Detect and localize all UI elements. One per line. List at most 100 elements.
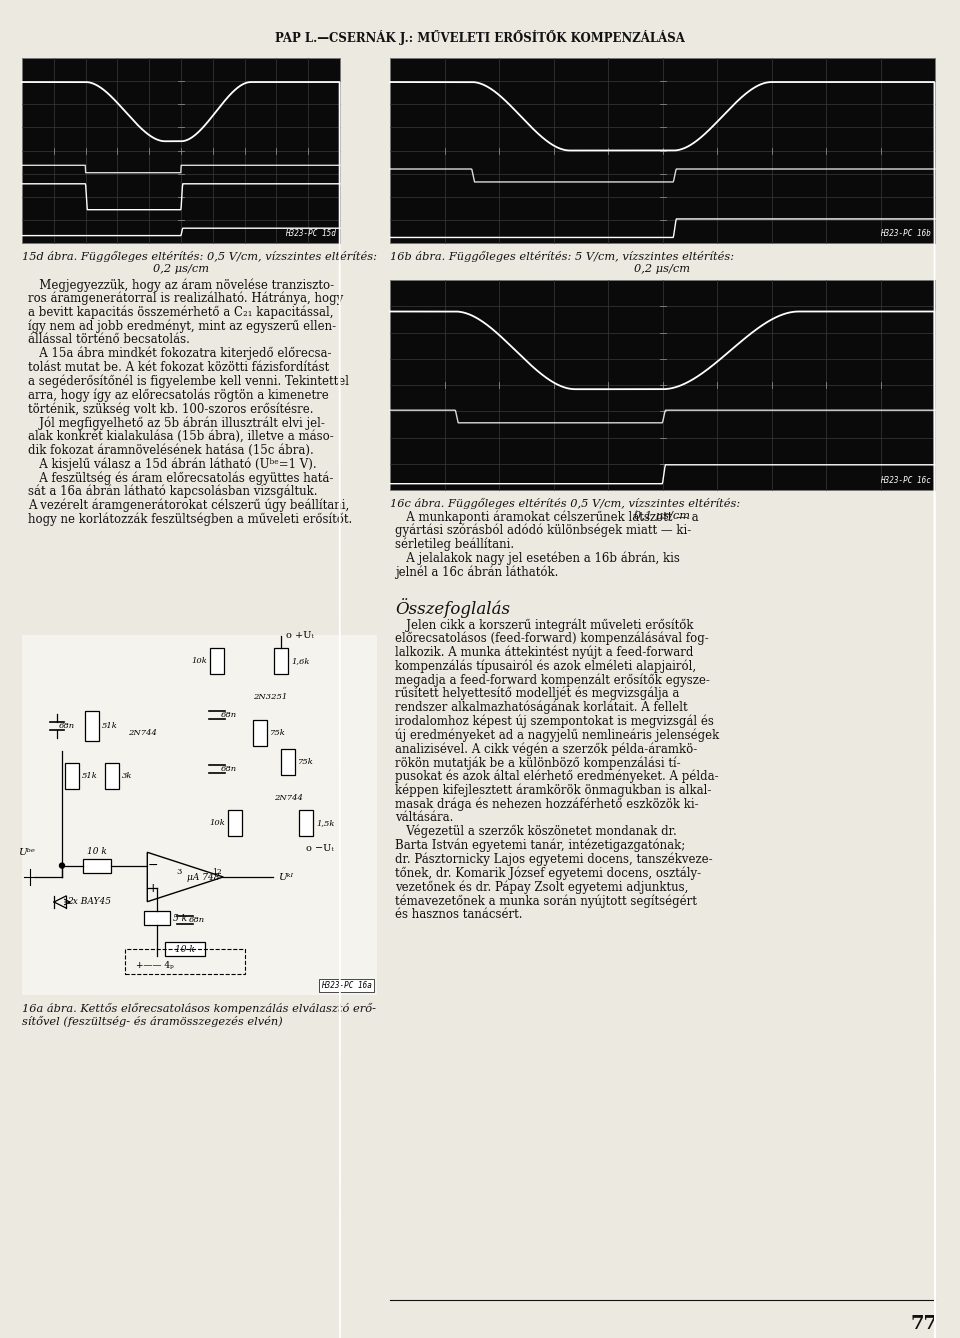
Text: 2N744: 2N744 [128,729,156,737]
Text: A vezérelt áramgenerátorokat célszerű úgy beállítani,: A vezérelt áramgenerátorokat célszerű úg… [28,499,349,512]
Text: Jelen cikk a korszerű integrált műveleti erősítők: Jelen cikk a korszerű integrált műveleti… [395,618,693,632]
Text: a segéderősítőnél is figyelembe kell venni. Tekintettel: a segéderősítőnél is figyelembe kell ven… [28,375,349,388]
Bar [390,58,935,244]
Bar [281,749,296,775]
Text: 1,6k: 1,6k [291,657,310,665]
Text: +—— 4ₚ: +—— 4ₚ [136,961,174,970]
Text: 16a ábra. Kettős előrecsatolásos kompenzálás elválasztó erő-: 16a ábra. Kettős előrecsatolásos kompenz… [22,1004,376,1014]
Text: 75k: 75k [270,729,286,737]
Text: arra, hogy így az előrecsatolás rögtön a kimenetre: arra, hogy így az előrecsatolás rögtön a… [28,388,328,401]
Text: −: − [148,859,158,872]
Text: előrecsatolásos (feed-forward) kompenzálásával fog-: előrecsatolásos (feed-forward) kompenzál… [395,632,708,645]
Text: 0,2 μs/cm: 0,2 μs/cm [153,264,209,274]
Text: ros áramgenerátorral is realizálható. Hátránya, hogy: ros áramgenerátorral is realizálható. Há… [28,292,344,305]
Text: Uᵇᵉ: Uᵇᵉ [17,848,35,858]
Text: tolást mutat be. A két fokozat közötti fázisfordítást: tolást mutat be. A két fokozat közötti f… [28,361,329,373]
Text: történik, szükség volt kb. 100-szoros erősítésre.: történik, szükség volt kb. 100-szoros er… [28,403,314,416]
Text: váltására.: váltására. [395,811,453,824]
Text: sítővel (feszültség- és áramösszegezés elvén): sítővel (feszültség- és áramösszegezés e… [22,1016,283,1028]
Text: irodalomhoz képest új szempontokat is megvizsgál és: irodalomhoz képest új szempontokat is me… [395,714,714,728]
Text: 16b ábra. Függőleges eltérítés: 5 V/cm, vízszintes eltérítés:: 16b ábra. Függőleges eltérítés: 5 V/cm, … [390,252,734,262]
Text: pusokat és azok által elérhető eredményeket. A példa-: pusokat és azok által elérhető eredménye… [395,769,719,783]
Bar [299,809,313,836]
Text: rűsített helyettesítő modelljét és megvizsgálja a: rűsített helyettesítő modelljét és megvi… [395,686,680,701]
Text: állással történő becsatolás.: állással történő becsatolás. [28,333,190,347]
Text: 15d ábra. Függőleges eltérítés: 0,5 V/cm, vízszintes eltérítés:: 15d ábra. Függőleges eltérítés: 0,5 V/cm… [22,252,377,262]
Text: megadja a feed-forward kompenzált erősítők egysze-: megadja a feed-forward kompenzált erősít… [395,673,709,686]
Text: Uᵏᴵ: Uᵏᴵ [278,872,294,882]
Text: +: + [148,882,158,895]
Text: 2N3251: 2N3251 [253,693,288,701]
Bar [252,720,267,747]
Bar [390,280,935,490]
Text: H323-PC 16a: H323-PC 16a [322,981,372,990]
Text: 51k: 51k [82,772,98,780]
Text: A munkaponti áramokat célszerűnek látszott — a: A munkaponti áramokat célszerűnek látszo… [395,510,699,523]
Text: vezetőnek és dr. Pápay Zsolt egyetemi adjunktus,: vezetőnek és dr. Pápay Zsolt egyetemi ad… [395,880,688,894]
Text: H323-PC 16c: H323-PC 16c [880,476,931,484]
Text: 77: 77 [911,1315,938,1333]
Bar [22,636,377,995]
Text: a bevitt kapacitás összemérhető a C₂₁ kapacitással,: a bevitt kapacitás összemérhető a C₂₁ ka… [28,305,333,318]
Text: 68n: 68n [220,765,236,773]
Text: 16c ábra. Függőleges eltérítés 0,5 V/cm, vízszintes eltérítés:: 16c ábra. Függőleges eltérítés 0,5 V/cm,… [390,498,740,508]
Bar [65,763,79,789]
Text: 0,1 μs/cm: 0,1 μs/cm [635,511,690,520]
Text: 10k: 10k [191,657,207,665]
Text: 68n: 68n [220,710,236,719]
Text: H323-PC 15d: H323-PC 15d [285,229,336,238]
Text: μA 748: μA 748 [187,872,220,882]
Text: rendszer alkalmazhatóságának korlátait. A fellelt: rendszer alkalmazhatóságának korlátait. … [395,701,687,714]
Text: A kisjelű válasz a 15d ábrán látható (Uᵇᵉ=1 V).: A kisjelű válasz a 15d ábrán látható (Uᵇ… [28,458,317,471]
Text: és hasznos tanácsért.: és hasznos tanácsért. [395,907,522,921]
Text: jelnél a 16c ábrán láthatók.: jelnél a 16c ábrán láthatók. [395,565,559,579]
Text: Végezetül a szerzők köszönetet mondanak dr.: Végezetül a szerzők köszönetet mondanak … [395,826,677,839]
Text: Barta István egyetemi tanár, intézetigazgatónak;: Barta István egyetemi tanár, intézetigaz… [395,839,685,852]
Text: új eredményeket ad a nagyjelű nemlineáris jelenségek: új eredményeket ad a nagyjelű nemlineári… [395,728,719,741]
Text: 3: 3 [177,868,182,876]
Text: 0,2 μs/cm: 0,2 μs/cm [635,264,690,274]
Bar [275,648,288,674]
Text: 3k: 3k [122,772,132,780]
Text: alak konkrét kialakulása (15b ábra), illetve a máso-: alak konkrét kialakulása (15b ábra), ill… [28,429,334,443]
Text: analizisével. A cikk végén a szerzők példa-áramkö-: analizisével. A cikk végén a szerzők pél… [395,743,697,756]
Text: A 15a ábra mindkét fokozatra kiterjedő előrecsa-: A 15a ábra mindkét fokozatra kiterjedő e… [28,347,331,360]
Text: 5 k: 5 k [174,914,187,923]
Bar [165,942,205,955]
Text: Megjegyezzük, hogy az áram növelése tranziszto-: Megjegyezzük, hogy az áram növelése tran… [28,278,334,292]
Bar [228,809,242,836]
Text: sát a 16a ábrán látható kapcsolásban vizsgáltuk.: sát a 16a ábrán látható kapcsolásban viz… [28,484,318,499]
Text: 10 k: 10 k [87,847,107,855]
Text: lalkozik. A munka áttekintést nyújt a feed-forward: lalkozik. A munka áttekintést nyújt a fe… [395,646,693,660]
Circle shape [60,863,64,868]
Bar [105,763,119,789]
Text: A jelalakok nagy jel esetében a 16b ábrán, kis: A jelalakok nagy jel esetében a 16b ábrá… [395,551,680,565]
Text: 75k: 75k [299,757,314,765]
Bar [126,949,246,974]
Text: 1,5k: 1,5k [316,819,334,827]
Text: Összefoglalás: Összefoglalás [395,598,510,618]
Text: 10k: 10k [209,819,225,827]
Text: 2N744: 2N744 [274,793,302,801]
Text: o +Uₜ: o +Uₜ [286,632,314,641]
Text: dik fokozat áramnövelésének hatása (15c ábra).: dik fokozat áramnövelésének hatása (15c … [28,444,314,456]
Text: masak drága és nehezen hozzáférhető eszközök ki-: masak drága és nehezen hozzáférhető eszk… [395,797,699,811]
Text: PAP L.—CSERNÁK J.: MŰVELETI ERŐSÍTŐK KOMPENZÁLÁSA: PAP L.—CSERNÁK J.: MŰVELETI ERŐSÍTŐK KOM… [276,29,684,45]
Text: rökön mutatják be a különböző kompenzálási tí-: rökön mutatják be a különböző kompenzálá… [395,756,681,769]
Text: dr. Pásztornicky Lajos egyetemi docens, tanszékveze-: dr. Pásztornicky Lajos egyetemi docens, … [395,852,712,866]
Text: tőnek, dr. Komarik József egyetemi docens, osztály-: tőnek, dr. Komarik József egyetemi docen… [395,867,701,880]
Text: képpen kifejlesztett áramkörök önmagukban is alkal-: képpen kifejlesztett áramkörök önmagukba… [395,784,711,797]
Text: így nem ad jobb eredményt, mint az egyszerű ellen-: így nem ad jobb eredményt, mint az egysz… [28,320,336,333]
Text: 68n: 68n [59,721,75,729]
Text: sérletileg beállítani.: sérletileg beállítani. [395,538,515,551]
Text: témavezetőnek a munka során nyújtott segítségért: témavezetőnek a munka során nyújtott seg… [395,894,697,907]
Text: 12: 12 [212,868,222,876]
Bar [210,648,225,674]
Bar [144,911,170,926]
Text: kompenzálás típusairól és azok elméleti alapjairól,: kompenzálás típusairól és azok elméleti … [395,660,696,673]
Bar [22,58,340,244]
Bar [83,859,111,872]
Text: 10 k: 10 k [176,945,195,954]
Text: 2x BAY45: 2x BAY45 [67,898,111,907]
Text: 68n: 68n [188,917,204,925]
